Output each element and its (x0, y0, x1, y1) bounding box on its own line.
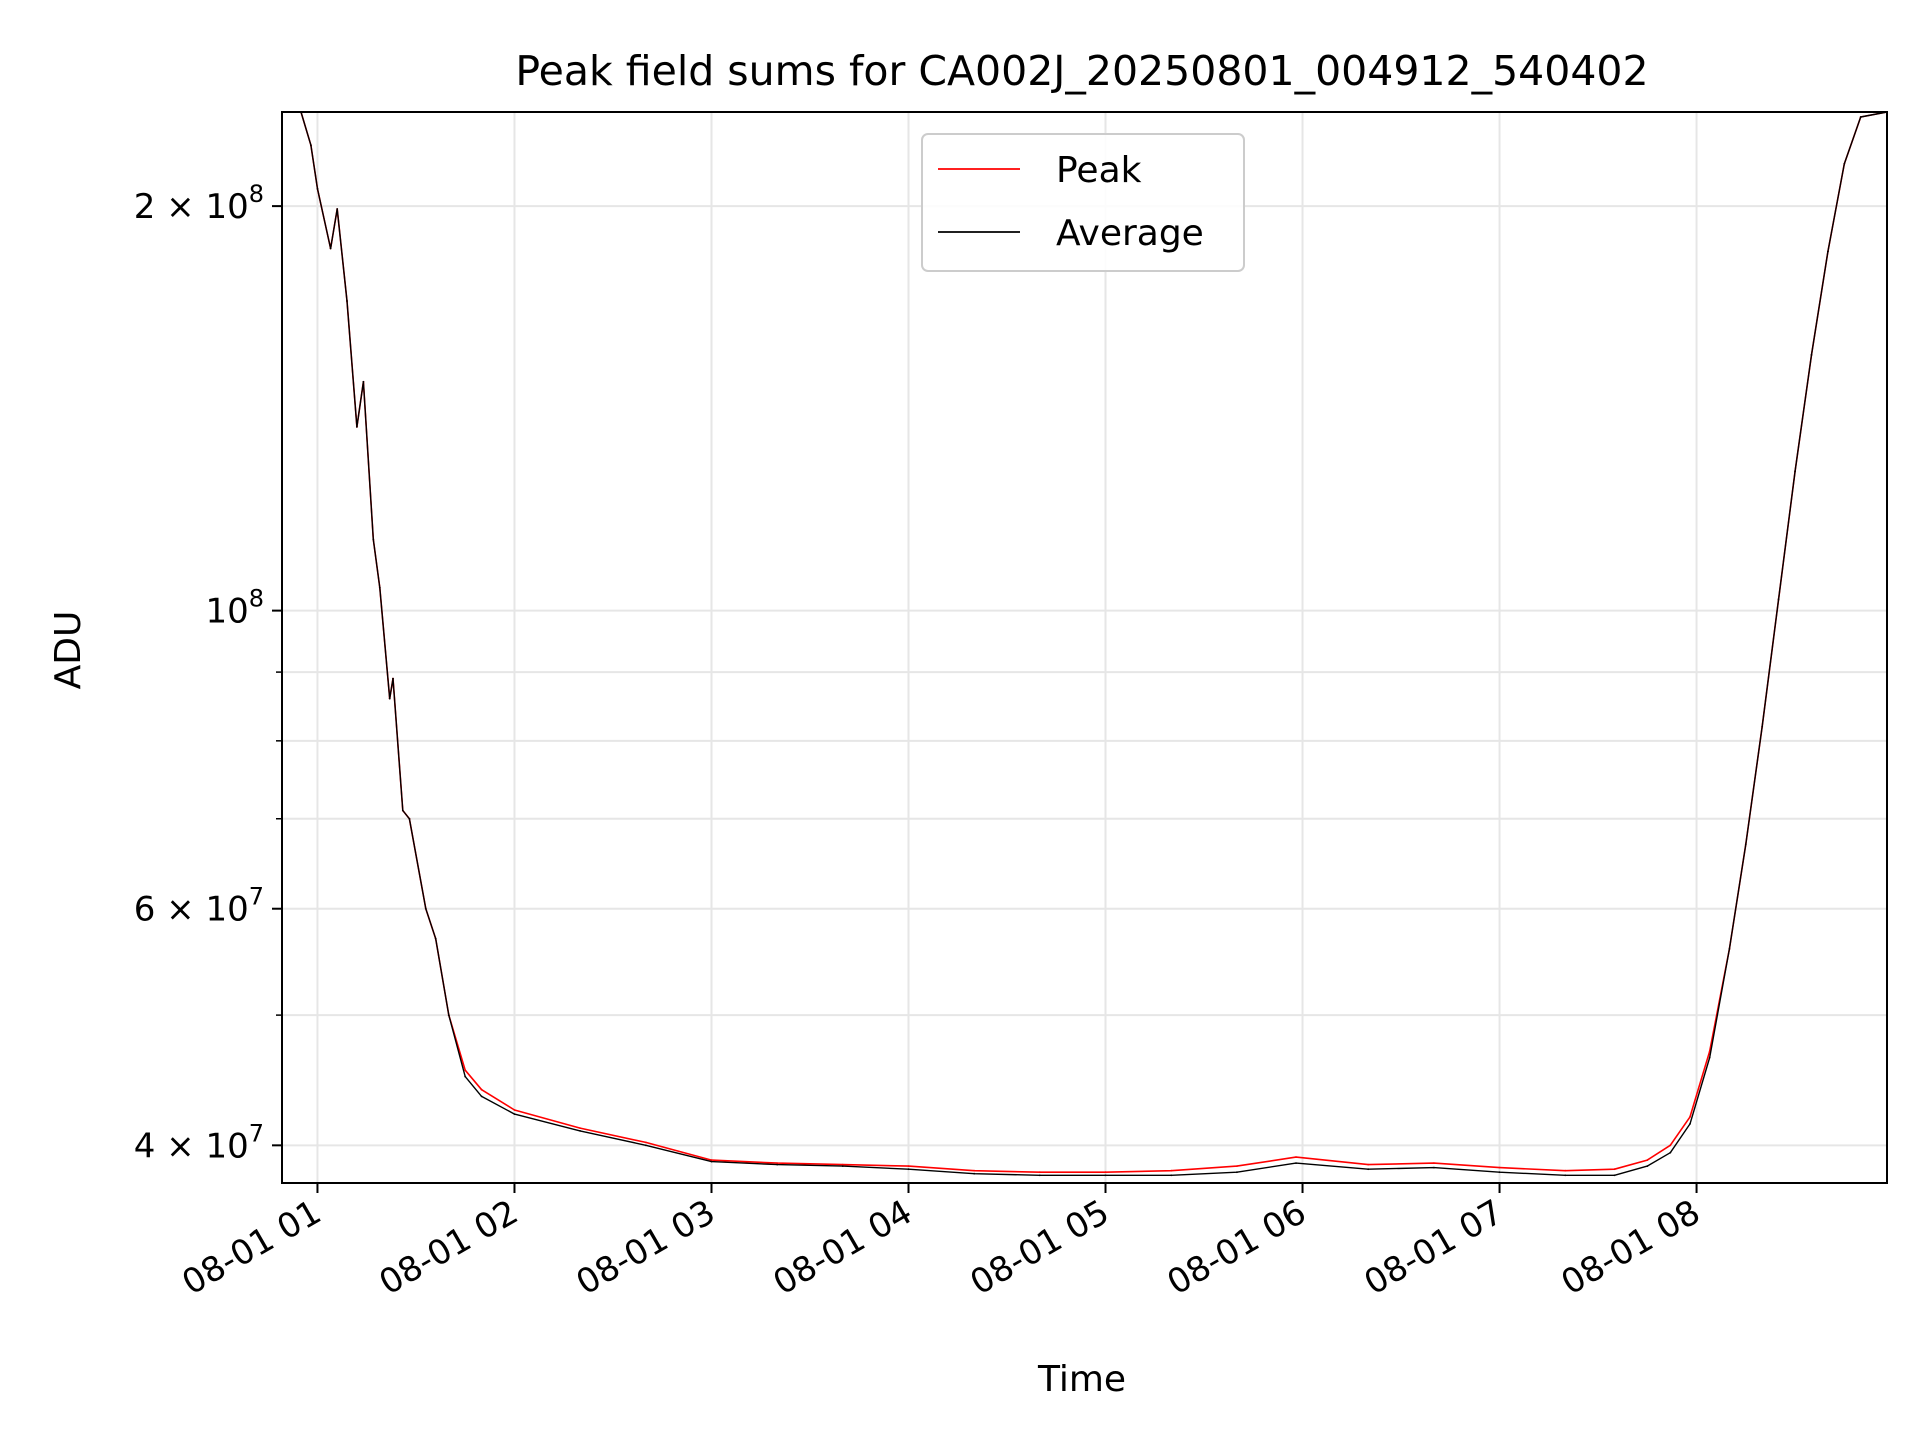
data-point-peak (1236, 1165, 1238, 1167)
data-point-average (464, 1075, 467, 1078)
data-point-peak (1295, 1156, 1297, 1158)
data-point-peak (973, 1169, 976, 1172)
legend-label: Peak (1056, 150, 1142, 191)
x-axis-label: Time (1037, 1359, 1126, 1400)
data-point-average (1859, 116, 1862, 118)
data-point-average (1810, 354, 1813, 356)
data-point-average (1613, 1174, 1616, 1177)
data-point-average (1498, 1171, 1501, 1174)
data-point-average (362, 380, 365, 383)
grid (282, 112, 1887, 1183)
data-point-average (513, 1113, 516, 1115)
data-point-average (1777, 598, 1780, 600)
data-point-average (480, 1095, 483, 1098)
data-point-peak (1038, 1171, 1041, 1174)
data-point-average (841, 1165, 844, 1167)
data-point-average (1295, 1162, 1297, 1164)
data-point-average (401, 809, 404, 812)
data-point-average (644, 1144, 647, 1147)
data-point-average (1433, 1166, 1435, 1169)
data-point-average (1038, 1174, 1041, 1177)
data-point-peak (1104, 1171, 1107, 1174)
data-point-average (447, 1014, 450, 1016)
data-point-average (973, 1172, 976, 1175)
data-point-average (329, 247, 332, 250)
series-line-average (282, 111, 1888, 1177)
data-point-peak (907, 1165, 910, 1167)
y-tick-label: 6 × 107 (134, 883, 264, 930)
data-point-peak (710, 1159, 713, 1161)
legend: Peak Average (921, 133, 1245, 272)
data-point-average (1669, 1151, 1672, 1154)
data-point-peak (1367, 1163, 1370, 1166)
data-point-average (1794, 470, 1796, 472)
data-point-average (1646, 1165, 1649, 1167)
data-point-average (1827, 250, 1829, 253)
data-point-average (434, 937, 437, 940)
data-point-average (336, 208, 339, 210)
data-point-average (1708, 1056, 1711, 1059)
data-point-average (1744, 843, 1747, 846)
data-point-peak (1170, 1169, 1173, 1172)
plot-frame (281, 111, 1888, 1184)
data-point-peak (644, 1141, 647, 1144)
data-point-average (408, 817, 411, 820)
data-point-average (424, 907, 427, 910)
data-point-peak (1433, 1162, 1435, 1164)
data-point-peak (1669, 1144, 1672, 1147)
data-point-peak (1613, 1168, 1616, 1171)
data-point-average (372, 538, 375, 541)
data-point-average (346, 300, 348, 302)
data-point-average (1843, 163, 1846, 165)
data-point-average (1761, 725, 1764, 728)
data-point-average (356, 426, 358, 428)
data-point-average (1367, 1168, 1370, 1171)
data-point-peak (480, 1088, 483, 1091)
data-point-average (310, 144, 312, 147)
data-point-average (392, 677, 394, 680)
data-point-average (907, 1168, 910, 1171)
data-point-average (710, 1160, 713, 1163)
data-point-peak (464, 1069, 467, 1072)
data-point-average (776, 1163, 779, 1166)
data-point-average (388, 697, 391, 700)
legend-label: Average (1056, 213, 1204, 254)
data-point-average (378, 586, 381, 589)
data-point-average (1689, 1123, 1691, 1125)
y-axis-label: ADU (48, 611, 89, 690)
y-tick-label: 4 × 107 (134, 1119, 264, 1166)
data-point-average (1236, 1171, 1238, 1174)
data-point-average (1104, 1174, 1107, 1177)
data-point-average (1170, 1174, 1173, 1177)
data-point-peak (1689, 1116, 1691, 1118)
data-point-peak (513, 1109, 516, 1111)
data-point-peak (1646, 1159, 1649, 1161)
data-point-peak (1498, 1166, 1501, 1169)
data-point-peak (841, 1163, 844, 1166)
data-point-average (579, 1130, 581, 1132)
data-point-average (1564, 1174, 1567, 1177)
y-tick-label: 2 × 108 (134, 180, 264, 227)
chart-title: Peak field sums for CA002J_20250801_0049… (515, 47, 1648, 95)
data-point-peak (776, 1162, 779, 1164)
data-point-average (1728, 948, 1731, 950)
data-point-peak (1564, 1169, 1567, 1172)
data-point-average (316, 188, 319, 190)
data-point-peak (579, 1127, 581, 1129)
